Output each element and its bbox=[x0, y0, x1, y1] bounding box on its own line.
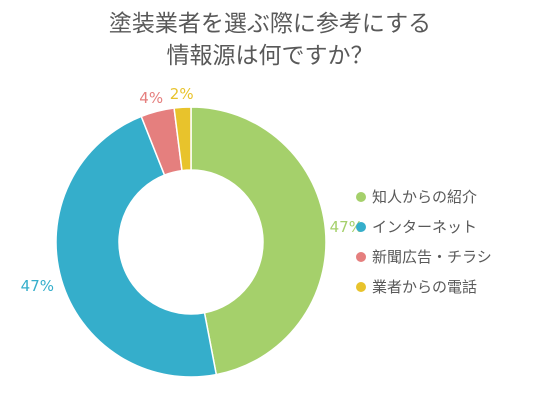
legend-item-phone: 業者からの電話 bbox=[356, 272, 492, 302]
legend-label-newspaper: 新聞広告・チラシ bbox=[372, 248, 492, 266]
slice-referral bbox=[190, 106, 327, 376]
value-label-phone: 2% bbox=[170, 85, 194, 103]
legend-swatch-referral bbox=[356, 192, 366, 202]
value-label-referral: 47% bbox=[330, 218, 363, 236]
value-label-internet: 47% bbox=[21, 277, 54, 295]
legend-item-internet: インターネット bbox=[356, 212, 492, 242]
legend-swatch-newspaper bbox=[356, 252, 366, 262]
slice-phone bbox=[173, 106, 192, 172]
legend-item-referral: 知人からの紹介 bbox=[356, 182, 492, 212]
legend: 知人からの紹介 インターネット 新聞広告・チラシ 業者からの電話 bbox=[356, 182, 492, 302]
slice-internet bbox=[55, 115, 218, 378]
value-label-newspaper: 4% bbox=[139, 89, 163, 107]
legend-swatch-phone bbox=[356, 282, 366, 292]
legend-label-phone: 業者からの電話 bbox=[372, 278, 478, 296]
legend-label-internet: インターネット bbox=[372, 218, 478, 236]
legend-label-referral: 知人からの紹介 bbox=[372, 188, 478, 206]
chart-title-line-2: 情報源は何ですか？ bbox=[166, 43, 374, 69]
legend-swatch-internet bbox=[356, 222, 366, 232]
chart-title-line-1: 塗装業者を選ぶ際に参考にする bbox=[108, 11, 432, 37]
chart-title: 塗装業者を選ぶ際に参考にする 情報源は何ですか？ bbox=[0, 8, 540, 72]
legend-item-newspaper: 新聞広告・チラシ bbox=[356, 242, 492, 272]
